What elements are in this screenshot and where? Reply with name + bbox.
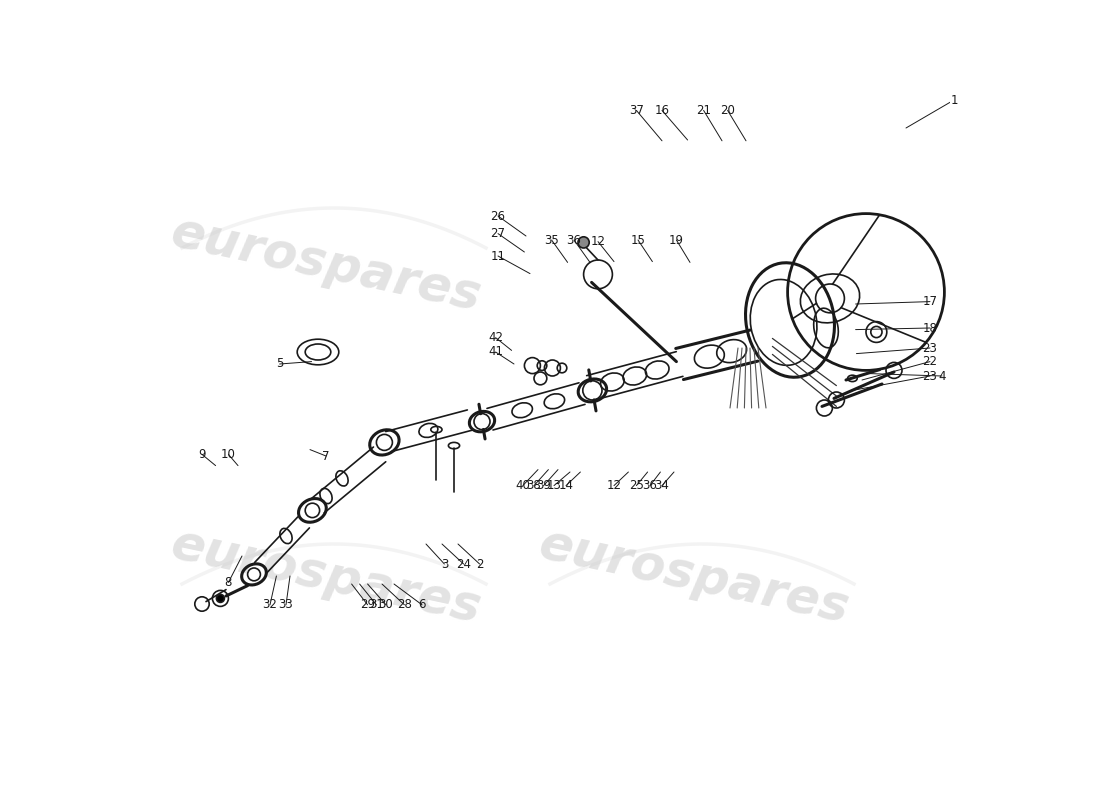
Text: 21: 21 bbox=[696, 104, 711, 117]
Text: 13: 13 bbox=[547, 479, 561, 492]
Text: 38: 38 bbox=[527, 479, 541, 492]
Text: 22: 22 bbox=[923, 355, 937, 368]
Text: 36: 36 bbox=[566, 234, 582, 246]
Text: 16: 16 bbox=[654, 104, 670, 117]
Text: 8: 8 bbox=[224, 576, 232, 589]
Text: 5: 5 bbox=[276, 358, 284, 370]
Text: 17: 17 bbox=[923, 295, 937, 308]
Text: 18: 18 bbox=[923, 322, 937, 334]
Text: 7: 7 bbox=[322, 450, 330, 462]
Text: 39: 39 bbox=[536, 479, 551, 492]
Text: 2: 2 bbox=[476, 558, 483, 570]
Text: 41: 41 bbox=[488, 346, 503, 358]
Text: 4: 4 bbox=[938, 370, 946, 382]
Text: 30: 30 bbox=[378, 598, 394, 611]
Text: 28: 28 bbox=[397, 598, 411, 611]
Text: eurospares: eurospares bbox=[166, 520, 485, 632]
Text: 25: 25 bbox=[629, 479, 644, 492]
Text: 14: 14 bbox=[559, 479, 573, 492]
Text: 12: 12 bbox=[606, 479, 621, 492]
Text: 12: 12 bbox=[591, 235, 605, 248]
Text: 42: 42 bbox=[488, 331, 503, 344]
Text: 29: 29 bbox=[360, 598, 375, 611]
Circle shape bbox=[578, 237, 590, 248]
Text: 34: 34 bbox=[654, 479, 670, 492]
Text: 24: 24 bbox=[456, 558, 471, 570]
Text: 33: 33 bbox=[278, 598, 294, 611]
Text: 26: 26 bbox=[491, 210, 506, 222]
Text: 32: 32 bbox=[263, 598, 277, 611]
Text: eurospares: eurospares bbox=[166, 208, 485, 320]
Text: 40: 40 bbox=[516, 479, 530, 492]
Circle shape bbox=[217, 594, 224, 602]
Text: 31: 31 bbox=[368, 598, 384, 611]
Text: 23: 23 bbox=[923, 370, 937, 382]
Text: 6: 6 bbox=[418, 598, 426, 611]
Text: 27: 27 bbox=[491, 227, 506, 240]
Text: 10: 10 bbox=[221, 448, 235, 461]
Text: 9: 9 bbox=[198, 448, 206, 461]
Text: 19: 19 bbox=[669, 234, 684, 246]
Text: 35: 35 bbox=[544, 234, 559, 246]
Text: 37: 37 bbox=[629, 104, 644, 117]
Text: 15: 15 bbox=[630, 234, 646, 246]
Text: 20: 20 bbox=[720, 104, 735, 117]
Text: 36: 36 bbox=[642, 479, 658, 492]
Text: 1: 1 bbox=[950, 94, 958, 106]
Text: 23: 23 bbox=[923, 342, 937, 354]
Text: 3: 3 bbox=[441, 558, 448, 570]
Text: 11: 11 bbox=[491, 250, 506, 262]
Text: eurospares: eurospares bbox=[535, 520, 854, 632]
